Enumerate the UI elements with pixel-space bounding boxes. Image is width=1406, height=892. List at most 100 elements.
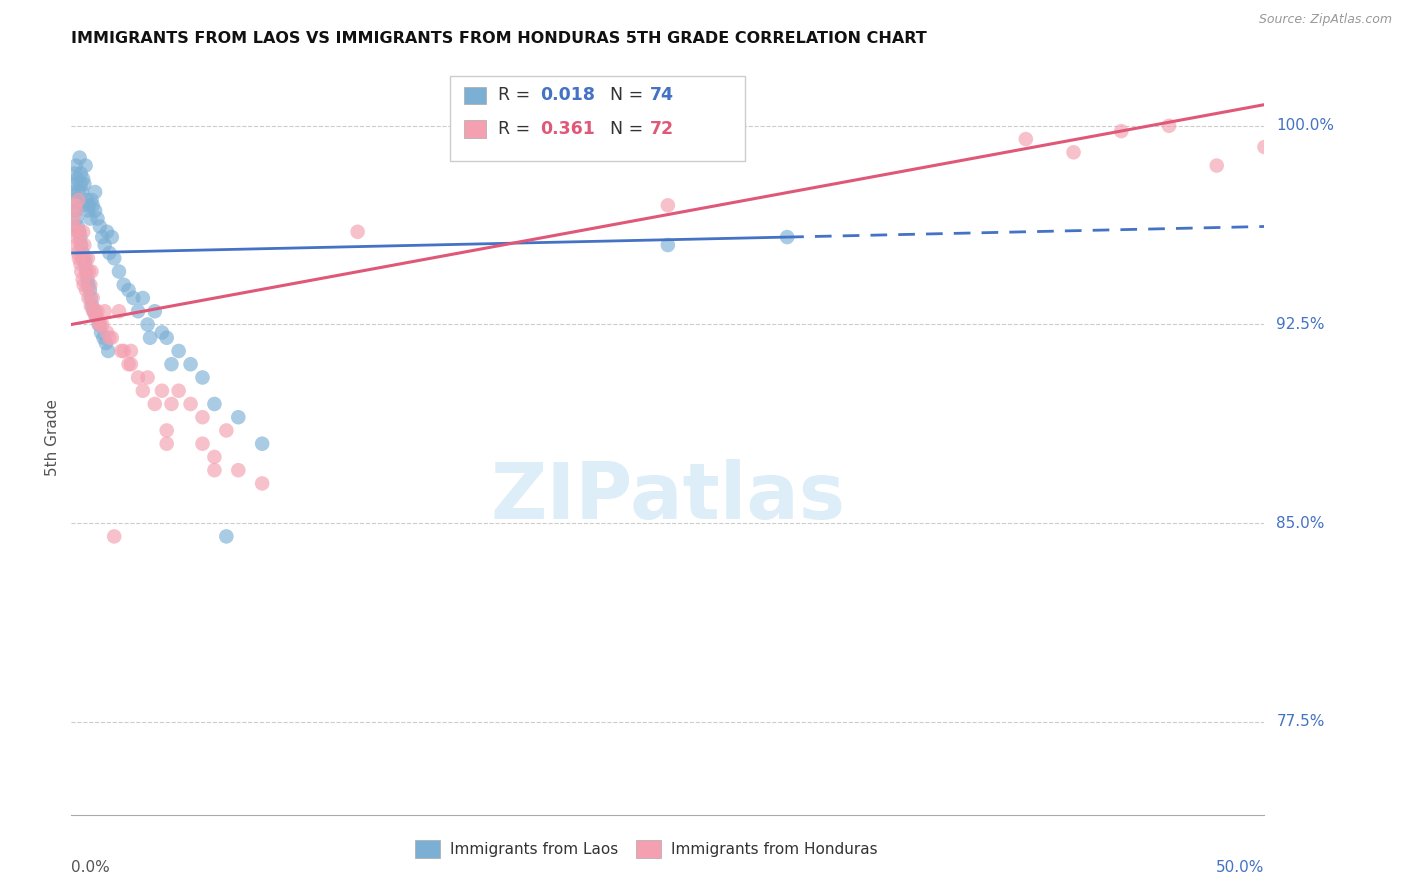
Point <box>139 331 162 345</box>
Point <box>67 252 90 266</box>
Point <box>72 246 94 260</box>
Point <box>77 291 100 305</box>
Point <box>89 219 111 234</box>
Point <box>108 264 131 278</box>
Point <box>86 304 108 318</box>
Point <box>103 252 125 266</box>
Point <box>77 277 100 292</box>
Point <box>122 291 145 305</box>
Point <box>1205 159 1227 173</box>
Point <box>82 304 104 318</box>
Point <box>67 225 90 239</box>
Point <box>112 277 135 292</box>
Point <box>65 238 87 252</box>
Text: R =: R = <box>498 87 536 104</box>
Text: Immigrants from Laos: Immigrants from Laos <box>450 842 619 856</box>
Point <box>160 397 183 411</box>
Point <box>84 304 107 318</box>
Point <box>63 167 86 181</box>
Text: 85.0%: 85.0% <box>1277 516 1324 531</box>
Point <box>66 246 89 260</box>
Point <box>83 304 105 318</box>
Point <box>204 450 226 464</box>
Point <box>84 310 107 324</box>
Point <box>101 230 124 244</box>
Point <box>80 264 103 278</box>
Point <box>79 283 101 297</box>
Point <box>62 177 84 191</box>
Point <box>75 159 97 173</box>
Point <box>70 185 93 199</box>
Point <box>191 410 214 425</box>
Point <box>90 326 112 340</box>
Point <box>66 219 89 234</box>
Point <box>160 357 183 371</box>
Point <box>204 397 226 411</box>
Point <box>657 198 679 212</box>
Point <box>72 198 94 212</box>
Point <box>1015 132 1038 146</box>
Point <box>69 167 91 181</box>
Point <box>1253 140 1275 154</box>
Point <box>346 225 368 239</box>
Point <box>72 252 94 266</box>
Point <box>215 529 238 543</box>
Point <box>79 211 101 226</box>
Point <box>77 264 100 278</box>
Point <box>69 151 91 165</box>
Point <box>156 436 179 450</box>
Point <box>86 211 108 226</box>
Point <box>191 436 214 450</box>
Point <box>87 318 110 332</box>
Point <box>191 370 214 384</box>
Point <box>103 529 125 543</box>
Point <box>97 343 120 358</box>
Point <box>75 252 97 266</box>
Point <box>117 283 139 297</box>
Point <box>1063 145 1085 160</box>
Point <box>70 238 93 252</box>
Point <box>77 198 100 212</box>
Point <box>67 185 90 199</box>
Point <box>63 219 86 234</box>
Point <box>136 318 159 332</box>
Point <box>136 370 159 384</box>
Point <box>250 476 273 491</box>
Point <box>72 225 94 239</box>
Point <box>73 238 96 252</box>
Point <box>143 304 166 318</box>
Point <box>80 299 103 313</box>
Point <box>62 185 84 199</box>
Point <box>65 211 87 226</box>
Point <box>108 304 131 318</box>
Point <box>77 252 100 266</box>
Point <box>70 264 93 278</box>
Point <box>117 357 139 371</box>
Point <box>72 277 94 292</box>
Point <box>63 193 86 207</box>
Point <box>80 291 103 305</box>
Point <box>143 397 166 411</box>
Text: 77.5%: 77.5% <box>1277 714 1324 730</box>
Text: N =: N = <box>599 120 648 138</box>
Point <box>79 277 101 292</box>
Point <box>73 177 96 191</box>
Point <box>76 193 98 207</box>
Point <box>84 310 107 324</box>
Point <box>72 171 94 186</box>
Point <box>93 304 115 318</box>
Point <box>76 264 98 278</box>
Point <box>226 410 249 425</box>
Point <box>101 331 124 345</box>
Point <box>84 185 107 199</box>
Point <box>167 343 190 358</box>
Text: 74: 74 <box>650 87 673 104</box>
Point <box>80 193 103 207</box>
Point <box>69 177 91 191</box>
Text: 0.018: 0.018 <box>540 87 595 104</box>
Point <box>776 230 799 244</box>
Text: 0.361: 0.361 <box>540 120 595 138</box>
Point <box>62 211 84 226</box>
Point <box>67 193 90 207</box>
Point <box>75 256 97 270</box>
